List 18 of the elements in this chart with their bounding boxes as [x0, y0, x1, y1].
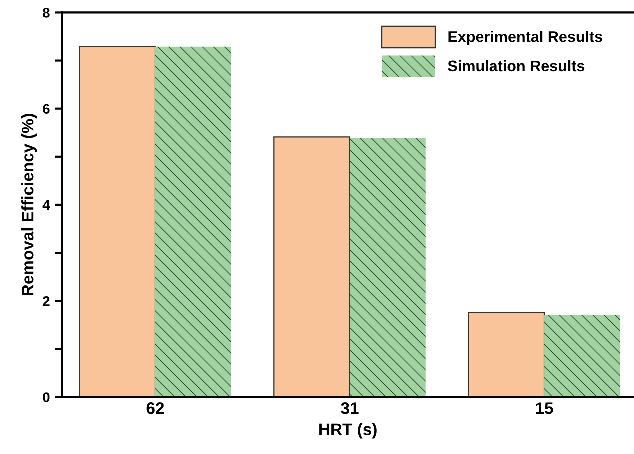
bar	[274, 136, 351, 398]
bar	[350, 138, 426, 398]
x-tick-label: 62	[146, 402, 164, 414]
bar	[156, 46, 232, 398]
bar	[468, 312, 546, 398]
legend-label: Simulation Results	[448, 60, 585, 72]
bar	[544, 315, 620, 398]
y-tick-label: 6	[43, 104, 50, 114]
y-tick-label: 0	[43, 392, 50, 402]
legend-label: Experimental Results	[448, 31, 602, 46]
y-tick-label: 8	[43, 8, 50, 18]
x-tick-label: 15	[536, 402, 554, 414]
y-tick-label: 4	[42, 200, 50, 210]
y-tick-label: 2	[43, 296, 50, 306]
x-axis-title: HRT (s)	[320, 423, 377, 439]
bar	[79, 46, 156, 398]
y-axis-title: Removal Efficiency (%)	[22, 114, 38, 296]
x-tick-label: 31	[341, 402, 359, 414]
